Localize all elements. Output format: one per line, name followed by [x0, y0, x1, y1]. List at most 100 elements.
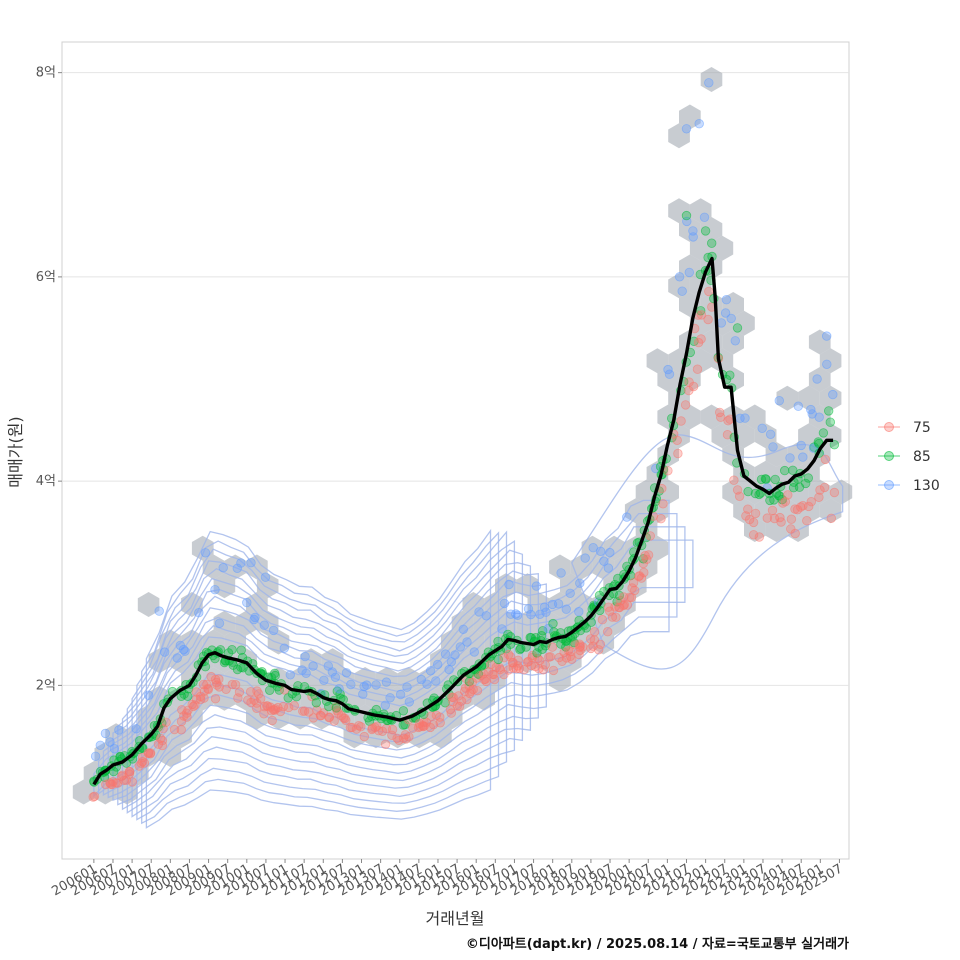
- hexbin-cell: [733, 310, 755, 336]
- scatter-point-75: [394, 735, 404, 746]
- scatter-point-75: [227, 679, 238, 690]
- caption: ©디아파트(dapt.kr) / 2025.08.14 / 자료=국토교통부 실…: [466, 936, 849, 952]
- scatter-point-85: [270, 670, 280, 681]
- hexbin-cell: [689, 310, 712, 336]
- density-contour: [93, 539, 694, 798]
- scatter-point-75: [819, 482, 830, 493]
- scatter-point-75: [778, 498, 788, 508]
- legend-point-75: [884, 422, 894, 432]
- scatter-point-75: [645, 531, 656, 541]
- hexbin-cell: [278, 685, 301, 711]
- scatter-point-75: [743, 504, 753, 514]
- scatter-point-130: [730, 336, 741, 346]
- scatter-point-75: [324, 712, 334, 723]
- hexbin-cell: [430, 723, 452, 749]
- scatter-point-75: [672, 435, 682, 446]
- density-contour: [126, 549, 524, 814]
- scatter-point-130: [499, 598, 510, 609]
- scatter-point-85: [780, 465, 790, 476]
- hexbin-cell: [235, 685, 257, 711]
- scatter-point-75: [820, 454, 831, 465]
- scatter-point-75: [703, 314, 713, 325]
- hexbin-cell: [246, 554, 268, 580]
- scatter-point-130: [327, 667, 338, 677]
- scatter-point-75: [503, 665, 514, 675]
- scatter-point-85: [311, 698, 322, 708]
- scatter-point-130: [232, 563, 243, 574]
- scatter-point-75: [456, 696, 467, 706]
- scatter-point-130: [512, 610, 523, 621]
- scatter-point-85: [824, 406, 834, 416]
- scatter-point-75: [804, 501, 814, 512]
- scatter-point-130: [236, 558, 246, 568]
- scatter-point-75: [748, 530, 759, 540]
- scatter-point-75: [489, 669, 499, 680]
- scatter-point-75: [588, 641, 598, 651]
- scatter-point-75: [210, 694, 221, 704]
- scatter-point-130: [651, 463, 661, 474]
- scatter-point-75: [472, 686, 483, 696]
- scatter-point-130: [371, 680, 381, 690]
- scatter-point-130: [100, 728, 111, 739]
- scatter-point-75: [776, 517, 786, 527]
- hexbin-cell: [635, 554, 658, 580]
- scatter-point-75: [145, 748, 156, 758]
- scatter-point-130: [462, 637, 472, 647]
- scatter-point-130: [380, 700, 391, 711]
- scatter-point-130: [268, 625, 279, 636]
- hexbin-cell: [722, 292, 744, 317]
- scatter-point-75: [826, 513, 837, 524]
- scatter-point-75: [359, 731, 370, 742]
- scatter-point-130: [440, 649, 451, 659]
- scatter-point-75: [636, 573, 647, 583]
- scatter-point-130: [105, 737, 115, 747]
- scatter-point-130: [674, 272, 685, 282]
- scatter-point-85: [324, 701, 334, 712]
- x-axis: 2006012006072007012007072008012008072009…: [49, 859, 845, 899]
- scatter-point-85: [707, 238, 717, 248]
- scatter-point-75: [199, 693, 209, 703]
- scatter-point-85: [700, 226, 711, 236]
- scatter-point-130: [688, 226, 698, 236]
- scatter-point-75: [786, 514, 797, 524]
- scatter-point-130: [806, 404, 816, 415]
- scatter-point-75: [233, 693, 243, 703]
- density-contour: [131, 539, 516, 818]
- scatter-point-130: [308, 661, 318, 671]
- hexbin-cell: [700, 404, 723, 430]
- scatter-point-130: [346, 679, 356, 690]
- hexbin-cell: [430, 648, 452, 674]
- density-contour: [141, 531, 500, 825]
- scatter-point-75: [374, 726, 384, 736]
- scatter-point-130: [553, 599, 564, 609]
- scatter-point-130: [757, 423, 767, 434]
- hexbin-cell: [246, 592, 268, 617]
- scatter-point-130: [210, 585, 220, 595]
- hexbin-cell: [408, 685, 431, 711]
- hexbin-cell: [668, 198, 690, 224]
- scatter-point-75: [513, 655, 523, 666]
- scatter-point-130: [143, 690, 154, 700]
- hexbin-cell: [819, 498, 842, 524]
- scatter-point-130: [677, 286, 687, 296]
- hexbin-cell: [689, 348, 712, 374]
- hexbin-cell: [560, 573, 582, 599]
- scatter-point-75: [181, 708, 192, 718]
- scatter-point-130: [285, 670, 296, 680]
- scatter-point-75: [814, 492, 824, 503]
- scatter-point-130: [362, 680, 372, 690]
- scatter-point-130: [242, 597, 252, 608]
- scatter-point-130: [774, 396, 785, 406]
- scatter-point-130: [431, 676, 441, 686]
- scatter-point-75: [489, 674, 500, 685]
- scatter-point-130: [385, 693, 395, 703]
- scatter-point-85: [398, 706, 409, 716]
- hexbin-cell: [679, 254, 701, 280]
- scatter-point-130: [422, 679, 432, 689]
- scatter-point-75: [446, 708, 457, 718]
- hexbin-cell: [624, 498, 647, 524]
- scatter-point-130: [279, 643, 290, 653]
- hexbin-cell: [700, 217, 723, 242]
- density-contour-layer: [93, 434, 844, 829]
